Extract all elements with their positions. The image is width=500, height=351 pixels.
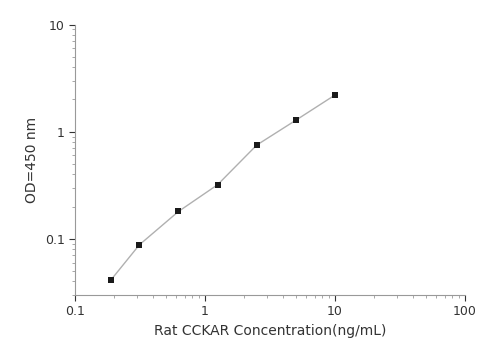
Point [252,142,260,148]
Point [136,242,143,247]
Point [292,117,300,123]
Point [174,209,182,214]
X-axis label: Rat CCKAR Concentration(ng/mL): Rat CCKAR Concentration(ng/mL) [154,324,386,338]
Point [331,92,339,98]
Point [214,182,222,187]
Point [106,278,114,283]
Y-axis label: OD=450 nm: OD=450 nm [25,117,39,203]
